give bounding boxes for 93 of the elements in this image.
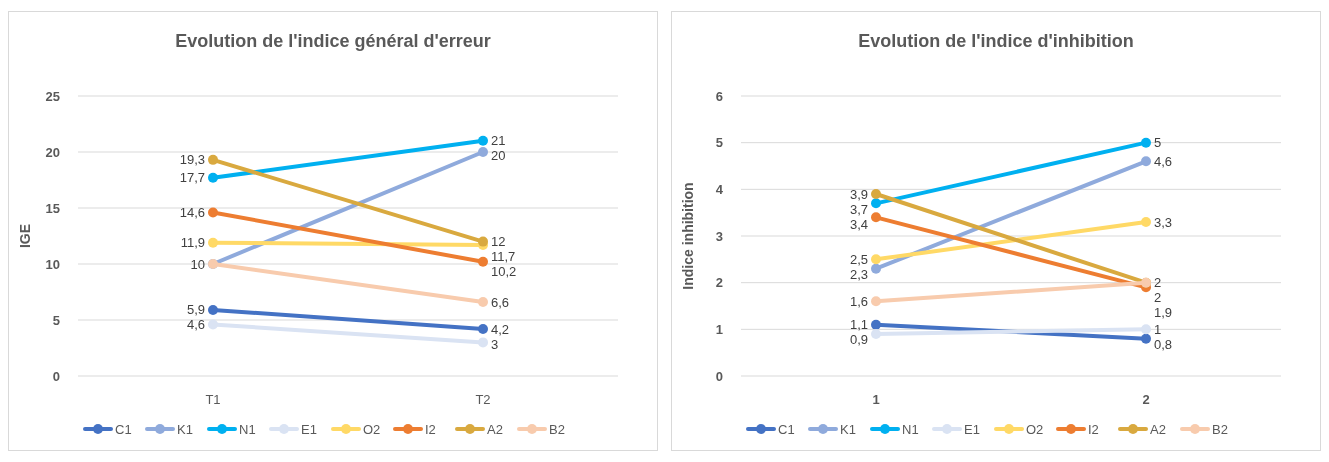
y-tick-label: 1 — [715, 321, 723, 337]
data-label: 0,9 — [849, 332, 868, 348]
data-label: 11,9 — [180, 235, 205, 251]
point — [478, 337, 488, 348]
legend-label: O2 — [363, 421, 381, 437]
legend-label: E1 — [301, 421, 317, 437]
y-tick-label: 2 — [715, 275, 723, 291]
point — [871, 296, 881, 307]
y-tick-label: 3 — [715, 228, 723, 244]
y-tick-label: 15 — [45, 200, 60, 216]
data-label: 5,9 — [186, 302, 205, 318]
data-label: 20 — [491, 148, 506, 164]
data-label: 1,1 — [849, 317, 868, 333]
data-label: 12 — [491, 234, 506, 250]
legend-label: I2 — [425, 421, 436, 437]
legend-label: N1 — [902, 421, 919, 437]
data-label: 4,2 — [491, 321, 510, 337]
data-label: 2 — [1154, 290, 1162, 306]
point — [871, 212, 881, 223]
data-label: 4,6 — [1154, 153, 1173, 169]
point — [208, 304, 218, 315]
data-label: 1 — [1154, 321, 1162, 337]
legend-label: O2 — [1026, 421, 1044, 437]
point — [478, 297, 488, 308]
y-tick-label: 20 — [45, 144, 60, 160]
data-label: 21 — [491, 133, 506, 149]
legend-label: I2 — [1088, 421, 1099, 437]
data-label: 14,6 — [179, 205, 205, 221]
legend-label: B2 — [549, 421, 565, 437]
data-label: 3,3 — [1154, 214, 1173, 230]
y-axis-title: IGE — [17, 223, 33, 249]
data-label: 1,6 — [849, 293, 868, 309]
legend-label: C1 — [778, 421, 795, 437]
legend-label: N1 — [239, 421, 256, 437]
point — [871, 198, 881, 209]
legend-label: K1 — [177, 421, 193, 437]
data-label: 4,6 — [186, 317, 205, 333]
point — [871, 329, 881, 339]
data-label: 3,4 — [849, 216, 868, 232]
point — [208, 154, 218, 165]
data-label: 1,9 — [1154, 305, 1173, 321]
point — [478, 135, 488, 146]
point — [1141, 156, 1151, 167]
data-label: 3,7 — [849, 201, 868, 217]
point — [1141, 137, 1151, 148]
x-tick-label: 1 — [872, 392, 880, 407]
point — [478, 323, 488, 334]
data-label: 3 — [491, 336, 499, 352]
point — [871, 189, 881, 199]
data-label: 2,5 — [849, 251, 868, 267]
legend-label: C1 — [115, 421, 132, 437]
y-axis-title: Indice inhibition — [680, 182, 696, 290]
point — [871, 254, 881, 265]
y-tick-label: 25 — [45, 88, 60, 104]
point — [208, 237, 218, 248]
data-label: 11,7 — [491, 249, 516, 265]
point — [1141, 333, 1151, 344]
x-tick-label: 2 — [1142, 392, 1150, 407]
data-label: 3,9 — [849, 186, 868, 202]
point — [208, 172, 218, 183]
point — [208, 319, 218, 330]
y-tick-label: 4 — [715, 181, 724, 197]
y-tick-label: 0 — [715, 368, 723, 384]
data-label: 5 — [1154, 135, 1162, 151]
legend-label: A2 — [1150, 421, 1166, 437]
point — [871, 319, 881, 330]
data-label: 2 — [1154, 275, 1162, 291]
y-tick-label: 6 — [715, 88, 723, 104]
point — [1141, 324, 1151, 335]
legend-label: K1 — [840, 421, 856, 437]
data-label: 2,3 — [849, 266, 868, 282]
point — [871, 263, 881, 274]
point — [478, 147, 488, 157]
data-label: 17,7 — [179, 170, 205, 186]
y-tick-label: 5 — [52, 312, 60, 328]
data-label: 19,3 — [179, 152, 205, 168]
chart-title: Evolution de l'indice général d'erreur — [175, 31, 491, 51]
chart-title: Evolution de l'indice d'inhibition — [858, 31, 1134, 51]
y-tick-label: 5 — [715, 135, 723, 151]
data-label: 0,8 — [1154, 336, 1173, 352]
data-label: 6,6 — [491, 294, 510, 310]
y-tick-label: 0 — [52, 368, 60, 384]
legend-label: E1 — [964, 421, 980, 437]
legend-label: A2 — [487, 421, 503, 437]
x-tick-label: T1 — [205, 392, 221, 407]
x-tick-label: T2 — [475, 392, 491, 407]
legend-label: B2 — [1212, 421, 1228, 437]
point — [208, 207, 218, 218]
y-tick-label: 10 — [45, 256, 60, 272]
data-label: 10 — [190, 256, 205, 272]
point — [478, 256, 488, 267]
point — [1141, 217, 1151, 227]
data-label: 10,2 — [491, 264, 517, 280]
